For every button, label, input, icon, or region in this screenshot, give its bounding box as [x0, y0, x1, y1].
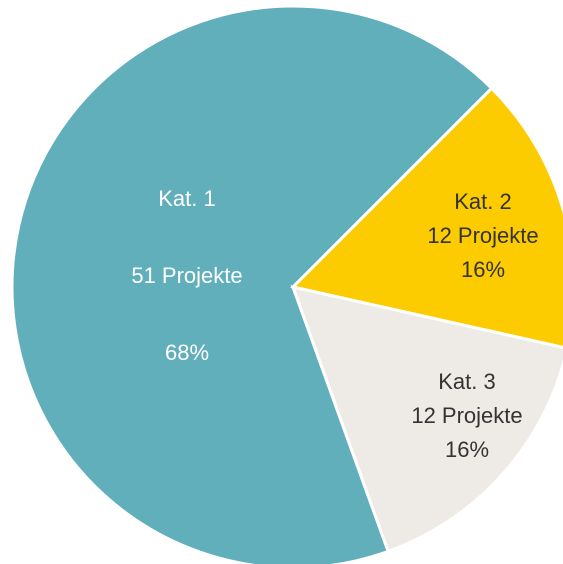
slice-category: Kat. 2 — [454, 189, 511, 214]
pie-slice — [290, 284, 563, 554]
pie-slice — [10, 4, 494, 564]
slice-percentage: 68% — [165, 340, 209, 365]
slice-category: Kat. 3 — [438, 369, 495, 394]
slice-percentage: 16% — [445, 437, 489, 462]
slice-category: Kat. 1 — [158, 186, 215, 211]
slice-percentage: 16% — [461, 257, 505, 282]
slice-value: 51 Projekte — [131, 263, 242, 288]
slice-value: 12 Projekte — [427, 223, 538, 248]
slice-value: 12 Projekte — [411, 403, 522, 428]
